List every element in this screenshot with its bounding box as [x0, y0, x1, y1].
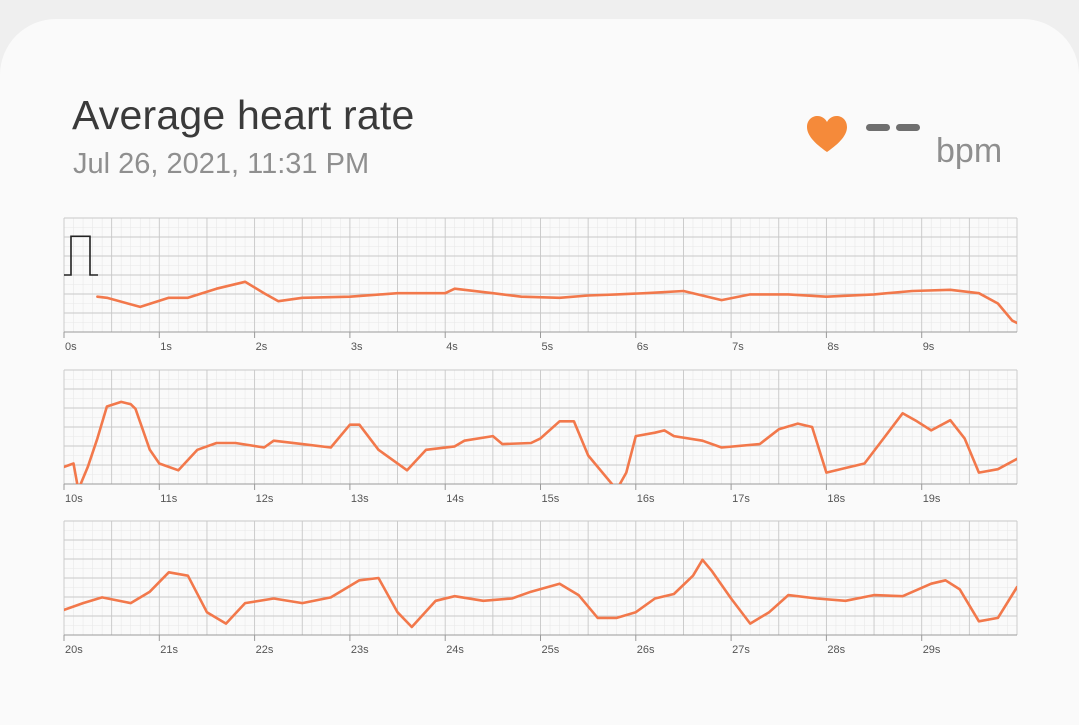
heart-rate-readout: -- bpm — [806, 112, 1016, 172]
x-tick-label: 21s — [160, 644, 178, 656]
x-tick-label: 1s — [160, 341, 172, 353]
x-tick-label: 22s — [256, 644, 274, 656]
x-tick-label: 23s — [351, 644, 369, 656]
measurement-timestamp: Jul 26, 2021, 11:31 PM — [73, 148, 370, 180]
x-tick-label: 7s — [732, 341, 744, 353]
ecg-trace — [64, 558, 1017, 629]
ecg-trace — [96, 280, 1017, 325]
x-tick-label: 25s — [542, 644, 560, 656]
x-tick-label: 24s — [446, 644, 464, 656]
ecg-chart-1: 0s 1s 2s 3s 4s 5s 6s 7s 8s 9s — [63, 217, 1018, 353]
value-placeholder-dash — [896, 124, 920, 131]
x-tick-label: 19s — [923, 493, 941, 505]
x-tick-label: 0s — [65, 341, 77, 353]
ecg-grid — [63, 217, 1018, 333]
x-tick-label: 27s — [732, 644, 750, 656]
ecg-strip-2: 10s 11s 12s 13s 14s 15s 16s 17s 18s 19s — [60, 365, 1020, 515]
x-tick-label: 16s — [637, 493, 655, 505]
x-tick-label: 18s — [827, 493, 845, 505]
x-tick-label: 5s — [542, 341, 554, 353]
x-tick-label: 14s — [446, 493, 464, 505]
unit-label: bpm — [936, 132, 1003, 170]
x-tick-label: 15s — [542, 493, 560, 505]
ecg-grid — [63, 520, 1018, 636]
calibration-pulse — [64, 235, 98, 276]
ecg-strip-1: 0s 1s 2s 3s 4s 5s 6s 7s 8s 9s — [60, 213, 1020, 363]
x-tick-label: 11s — [160, 493, 177, 505]
x-tick-label: 13s — [351, 493, 369, 505]
heart-rate-card — [0, 19, 1079, 725]
x-tick-label: 28s — [827, 644, 845, 656]
x-tick-label: 2s — [256, 341, 268, 353]
heart-icon — [807, 116, 847, 152]
ecg-chart-3: 20s 21s 22s 23s 24s 25s 26s 27s 28s 29s — [63, 520, 1018, 656]
x-tick-label: 9s — [923, 341, 935, 353]
x-tick-label: 17s — [732, 493, 750, 505]
x-tick-label: 6s — [637, 341, 649, 353]
x-tick-label: 20s — [65, 644, 83, 656]
x-tick-label: 8s — [827, 341, 839, 353]
ecg-chart-2: 10s 11s 12s 13s 14s 15s 16s 17s 18s 19s — [63, 369, 1018, 505]
x-tick-label: 3s — [351, 341, 363, 353]
ecg-grid — [63, 369, 1018, 485]
ecg-trace — [64, 400, 1017, 484]
x-tick-label: 12s — [256, 493, 274, 505]
x-tick-label: 26s — [637, 644, 655, 656]
ecg-strip-3: 20s 21s 22s 23s 24s 25s 26s 27s 28s 29s — [60, 516, 1020, 666]
x-tick-label: 29s — [923, 644, 941, 656]
x-tick-label: 4s — [446, 341, 458, 353]
value-placeholder-dash — [866, 124, 890, 131]
page-title: Average heart rate — [72, 92, 415, 138]
x-tick-label: 10s — [65, 493, 83, 505]
